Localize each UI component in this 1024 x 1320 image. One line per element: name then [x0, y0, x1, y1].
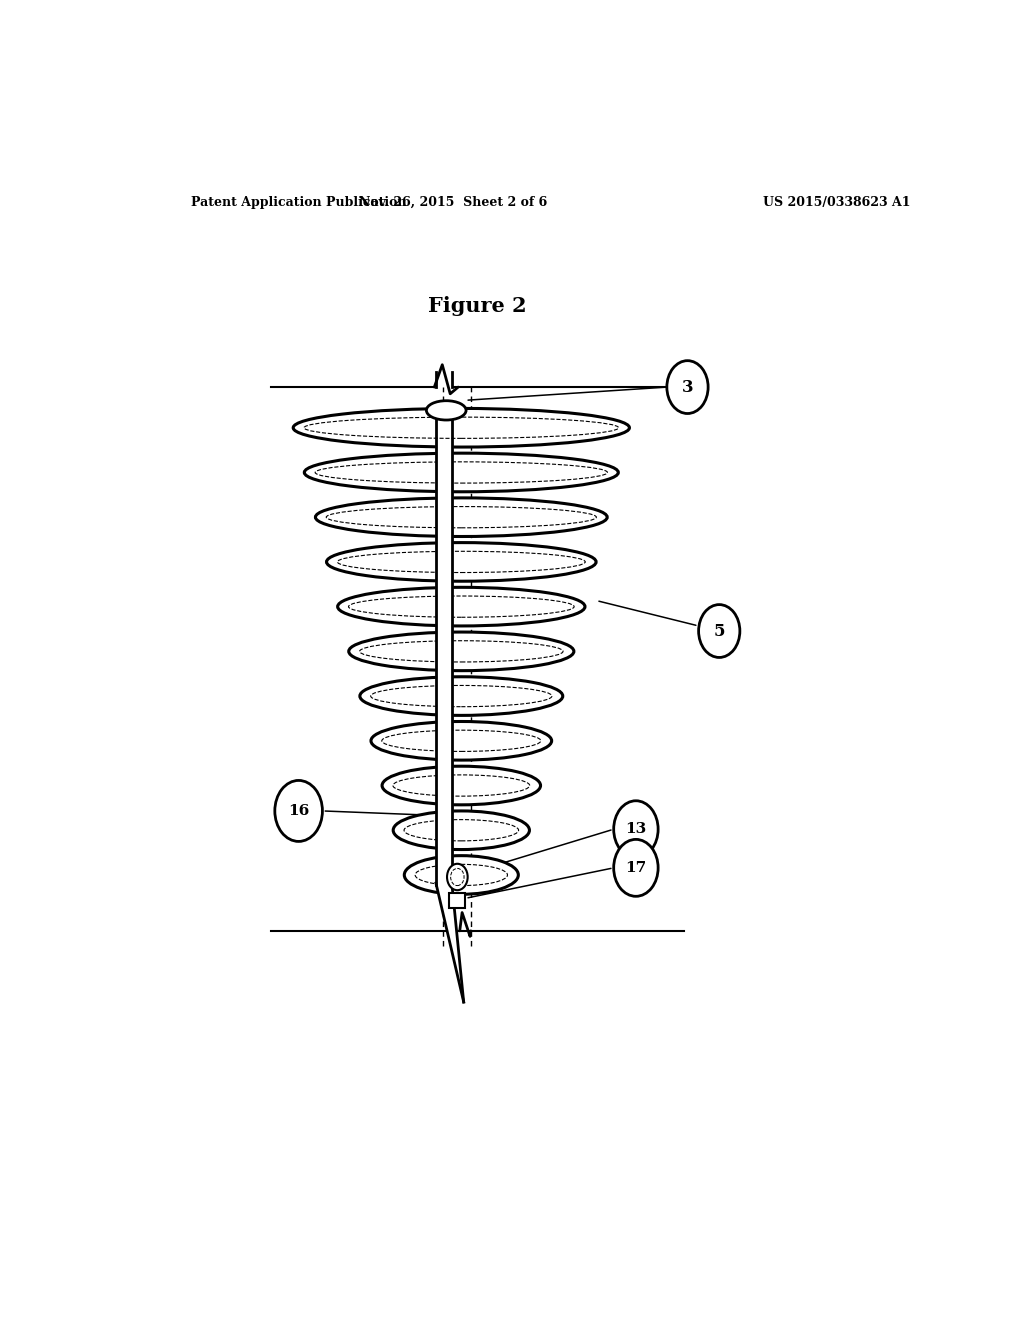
Circle shape — [613, 801, 658, 858]
Ellipse shape — [371, 722, 552, 760]
Text: 16: 16 — [288, 804, 309, 818]
Ellipse shape — [359, 677, 563, 715]
Ellipse shape — [349, 632, 573, 671]
Polygon shape — [436, 883, 464, 1002]
Circle shape — [613, 840, 658, 896]
Bar — [450, 892, 465, 908]
Ellipse shape — [304, 453, 618, 492]
Ellipse shape — [393, 810, 529, 850]
Text: Figure 2: Figure 2 — [428, 296, 526, 315]
Text: 17: 17 — [626, 861, 646, 875]
Ellipse shape — [315, 498, 607, 536]
Text: 13: 13 — [626, 822, 646, 837]
Ellipse shape — [404, 855, 518, 894]
Circle shape — [667, 360, 709, 413]
Text: Nov. 26, 2015  Sheet 2 of 6: Nov. 26, 2015 Sheet 2 of 6 — [359, 195, 548, 209]
Text: 3: 3 — [682, 379, 693, 396]
Circle shape — [698, 605, 740, 657]
Ellipse shape — [293, 408, 630, 447]
Ellipse shape — [382, 766, 541, 805]
Circle shape — [274, 780, 323, 841]
Text: 5: 5 — [714, 623, 725, 639]
Text: Patent Application Publication: Patent Application Publication — [191, 195, 407, 209]
Text: US 2015/0338623 A1: US 2015/0338623 A1 — [763, 195, 910, 209]
Ellipse shape — [338, 587, 585, 626]
Ellipse shape — [426, 401, 466, 420]
Circle shape — [447, 863, 468, 890]
Ellipse shape — [327, 543, 596, 581]
